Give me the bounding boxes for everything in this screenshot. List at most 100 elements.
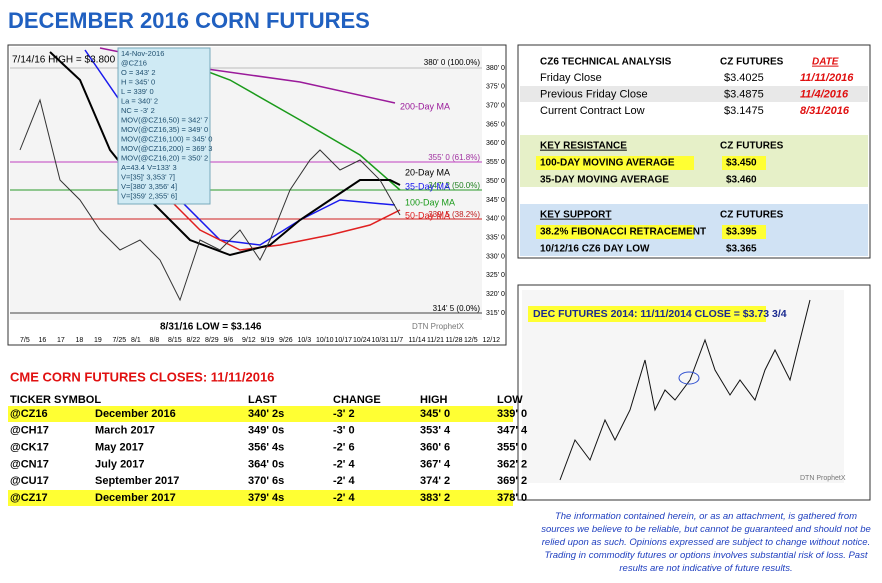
label-bg <box>528 306 766 322</box>
axis-label-bg <box>484 289 504 300</box>
cell: 362' 2 <box>497 458 527 470</box>
cell: December 2017 <box>95 492 176 504</box>
axis-label-bg <box>484 194 504 205</box>
cell: @CK17 <box>10 442 49 454</box>
axis-label: 355' 0 <box>486 159 505 166</box>
date-label: 9/6 <box>224 337 234 344</box>
source: DTN ProphetX <box>412 322 465 331</box>
row-label: 38.2% FIBONACCI RETRACEMENT <box>540 227 706 238</box>
date-label: 12/12 <box>483 337 501 344</box>
plot-area <box>522 290 844 483</box>
disclaimer: The information contained herein, or as … <box>541 511 871 574</box>
axis-label: 370' 0 <box>486 103 505 110</box>
axis-label: 360' 0 <box>486 140 505 147</box>
date-label: 12/5 <box>464 337 478 344</box>
date-label: 18 <box>76 337 84 344</box>
cell: 378' 0 <box>497 492 527 504</box>
axis-label: 325' 0 <box>486 272 505 279</box>
date-label: 10/10 <box>316 337 334 344</box>
row-date: 11/11/2016 <box>800 72 854 84</box>
title: DECEMBER 2016 CORN FUTURES <box>8 8 370 33</box>
row-highlight <box>8 490 513 506</box>
axis-label-bg <box>484 232 504 243</box>
cell: July 2017 <box>95 458 145 470</box>
annotation: 314' 5 (0.0%) <box>433 304 481 313</box>
date-label: 10/31 <box>372 337 390 344</box>
date-label: 9/12 <box>242 337 256 344</box>
axis-label-bg <box>484 213 504 224</box>
row-value: $3.4875 <box>724 88 764 100</box>
col-head: DATE <box>812 57 839 68</box>
date-label: 11/14 <box>409 337 426 344</box>
row-label: Current Contract Low <box>540 105 645 117</box>
col-head: CZ FUTURES <box>720 210 784 221</box>
cell: 356' 4s <box>248 442 284 454</box>
row-value: $3.1475 <box>724 105 764 117</box>
ma-label: 50-Day MA <box>405 210 450 220</box>
col-head: CZ FUTURES <box>720 141 784 152</box>
cell: 339' 0 <box>497 408 527 420</box>
axis-label: 335' 0 <box>486 234 505 241</box>
row-value: $3.365 <box>726 244 757 255</box>
axis-label: 380' 0 <box>486 65 505 72</box>
chart-label: DEC FUTURES 2014: 11/11/2014 CLOSE = $3.… <box>533 308 787 320</box>
highlight <box>722 225 766 239</box>
annotation: 355' 0 (61.8%) <box>428 153 480 162</box>
date-label: 16 <box>39 337 47 344</box>
axis-label: 315' 0 <box>486 310 505 317</box>
axis-label: 350' 0 <box>486 178 505 185</box>
date-label: 11/28 <box>446 337 463 344</box>
col-head: LOW <box>497 394 523 406</box>
highlight <box>536 225 694 239</box>
info-line: MOV(@CZ16,35) = 349' 0 <box>121 125 208 134</box>
row-value: $3.460 <box>726 175 757 186</box>
row-value: $3.395 <box>726 227 757 238</box>
axis-label-bg <box>484 270 504 281</box>
cell: September 2017 <box>95 475 179 487</box>
cell: -2' 6 <box>333 442 355 454</box>
axis-label: 320' 0 <box>486 291 505 298</box>
info-line: V=[359' 2,355' 6] <box>121 191 177 200</box>
highlight <box>678 371 700 385</box>
date-label: 7/5 <box>20 337 30 344</box>
ma-label: 200-Day MA <box>400 101 450 111</box>
cell: 364' 0s <box>248 458 284 470</box>
cell: 379' 4s <box>248 492 284 504</box>
row-label: Friday Close <box>540 72 602 84</box>
info-line: La = 340' 2 <box>121 96 158 105</box>
ma-label: 35-Day MA <box>405 181 450 191</box>
annotation: 380' 0 (100.0%) <box>424 58 481 67</box>
cell: -2' 4 <box>333 475 355 487</box>
date-label: 11/21 <box>427 337 444 344</box>
cell: 355' 0 <box>497 442 527 454</box>
row-label: 10/12/16 CZ6 DAY LOW <box>540 244 650 255</box>
date-label: 10/17 <box>335 337 353 344</box>
annotation: 339' 5 (38.2%) <box>428 210 480 219</box>
ma50-line <box>169 199 401 251</box>
date-label: 10/3 <box>298 337 312 344</box>
cell: @CH17 <box>10 425 49 437</box>
row-value: $3.450 <box>726 158 757 169</box>
date-label: 11/7 <box>390 337 403 344</box>
cell: -3' 0 <box>333 425 355 437</box>
cell: 369' 2 <box>497 475 527 487</box>
date-label: 17 <box>57 337 65 344</box>
axis-label-bg <box>484 138 504 149</box>
cell: 349' 0s <box>248 425 284 437</box>
row-date: 11/4/2016 <box>800 88 849 100</box>
annotation: 347' 2 (50.0%) <box>428 181 480 190</box>
plot-area <box>10 47 482 320</box>
cell: 340' 2s <box>248 408 284 420</box>
row-label: 35-DAY MOVING AVERAGE <box>540 175 669 186</box>
date-label: 9/26 <box>279 337 293 344</box>
cell: 383' 2 <box>420 492 450 504</box>
axis-label-bg <box>484 157 504 168</box>
ma-label: 20-Day MA <box>405 167 450 177</box>
axis-label-bg <box>484 81 504 92</box>
section-title: KEY RESISTANCE <box>540 141 627 152</box>
cell: @CZ17 <box>10 492 48 504</box>
info-line: V=[35]' 3,353' 7] <box>121 172 175 181</box>
cell: @CU17 <box>10 475 49 487</box>
cell: @CN17 <box>10 458 49 470</box>
